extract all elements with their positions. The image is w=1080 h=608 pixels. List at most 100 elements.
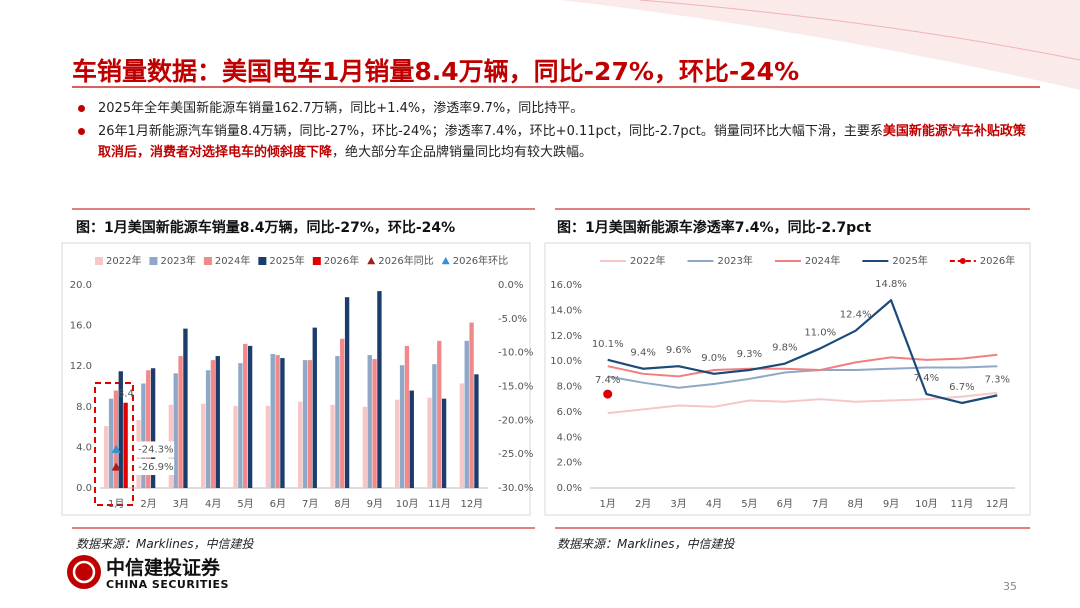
legend-label: 2024年 [805,254,840,267]
bullet-text: ，绝大部分车企品牌销量同比均有较大跌幅。 [332,145,593,160]
y2-tick-label: -25.0% [498,449,533,460]
bar [275,355,280,488]
bullet-highlight: 美国新能源汽车补贴政策取消后，消费者对选择电车的倾斜度下降 [98,124,1026,160]
legend-swatch [367,257,376,265]
chart-frame [61,242,531,516]
legend-label: 2026年 [324,254,359,267]
y-tick-label: 8.0 [76,402,92,413]
x-tick-label: 1月 [108,498,124,510]
x-tick-label: 3月 [670,498,686,510]
bar [344,297,350,488]
bar [399,365,405,488]
bar [302,360,308,488]
bar [437,340,442,488]
bullet: 2025年全年美国新能源车销量162.7万辆，同比+1.4%，渗透率9.7%，同… [76,98,1026,119]
x-tick-label: 9月 [883,498,899,510]
page-number: 35 [1003,580,1017,593]
bullet: 26年1月新能源汽车销量8.4万辆，同比-27%，环比-24%；渗透率7.4%，… [76,121,1026,163]
data-label: 9.0% [701,353,726,364]
logo-icon [72,560,96,584]
bar [427,397,432,488]
bullet-text: 2025年全年美国新能源车销量162.7万辆，同比+1.4%，渗透率9.7%，同… [98,101,584,116]
bar [474,374,479,488]
bar [201,403,206,488]
x-tick-label: 12月 [460,498,483,510]
y-tick-label: 16.0% [550,280,582,291]
bar [404,345,410,488]
bar [464,340,469,488]
y2-tick-label: 0.0% [498,280,523,291]
bar [113,390,119,488]
bar [183,328,188,488]
x-tick-label: 11月 [428,498,451,510]
line [607,391,998,415]
y-tick-label: 20.0 [70,280,92,291]
data-label: -24.3% [138,444,173,455]
bar [270,354,275,488]
bar [459,383,465,488]
legend-label: 2023年 [160,254,195,267]
bar [469,322,474,488]
y-tick-label: 0.0% [557,483,582,494]
bar [243,343,248,488]
logo-english: CHINA SECURITIES [106,578,229,591]
decor [560,0,1080,90]
bar [280,358,285,488]
x-tick-label: 12月 [986,498,1009,510]
bar [150,368,156,488]
line [607,365,998,389]
legend-swatch [203,257,212,265]
bar [372,359,377,488]
legend-swatch [258,257,267,265]
bar [265,405,271,488]
x-tick-label: 11月 [951,498,974,510]
y-tick-label: 2.0% [557,458,582,469]
x-tick-label: 3月 [173,498,189,510]
legend-swatch [95,257,103,265]
data-label: 12.4% [840,310,872,321]
x-tick-label: 6月 [270,498,286,510]
logo-name: 中信建投证券 [106,557,221,579]
chart-frame [544,242,1031,516]
bullet-text: 26年1月新能源汽车销量8.4万辆，同比-27%，环比-24%；渗透率7.4%，… [98,124,883,139]
x-tick-label: 4月 [205,498,221,510]
bar [367,355,372,488]
legend-label: 2026年环比 [453,254,508,267]
x-tick-label: 7月 [302,498,318,510]
legend-label: 2022年 [630,254,665,267]
x-tick-label: 5月 [237,498,253,510]
x-tick-label: 10月 [915,498,938,510]
y2-tick-label: -15.0% [498,382,533,393]
chart-title: 图：1月美国新能源车渗透率7.4%，同比-2.7pct [557,220,872,236]
x-tick-label: 4月 [706,498,722,510]
bar [205,370,211,488]
legend-label: 2025年 [269,254,304,267]
x-tick-label: 6月 [777,498,793,510]
legend-label: 2026年 [980,254,1015,267]
data-label: 9.3% [737,349,762,360]
bar [146,370,151,488]
bar [395,399,400,488]
marker [111,444,121,454]
data-label: 7.4% [914,373,939,384]
legend-swatch [441,257,450,265]
y-tick-label: 10.0% [550,356,582,367]
bar [362,406,368,488]
legend-label: 2025年 [892,254,927,267]
bar [123,402,128,488]
legend-swatch [312,257,321,265]
data-label: 6.7% [949,382,974,393]
bar [215,356,220,488]
bar [173,373,178,488]
data-label: 11.0% [804,327,836,338]
label-box [134,459,175,476]
data-label: -26.9% [138,462,173,473]
legend-label: 2023年 [717,254,752,267]
slide-title: 车销量数据：美国电车1月销量8.4万辆，同比-27%，环比-24% [72,57,800,86]
label-box [134,441,175,458]
y2-tick-label: -10.0% [498,348,533,359]
bar [409,390,414,488]
data-label: 9.4% [630,348,655,359]
legend-label: 2024年 [215,254,250,267]
